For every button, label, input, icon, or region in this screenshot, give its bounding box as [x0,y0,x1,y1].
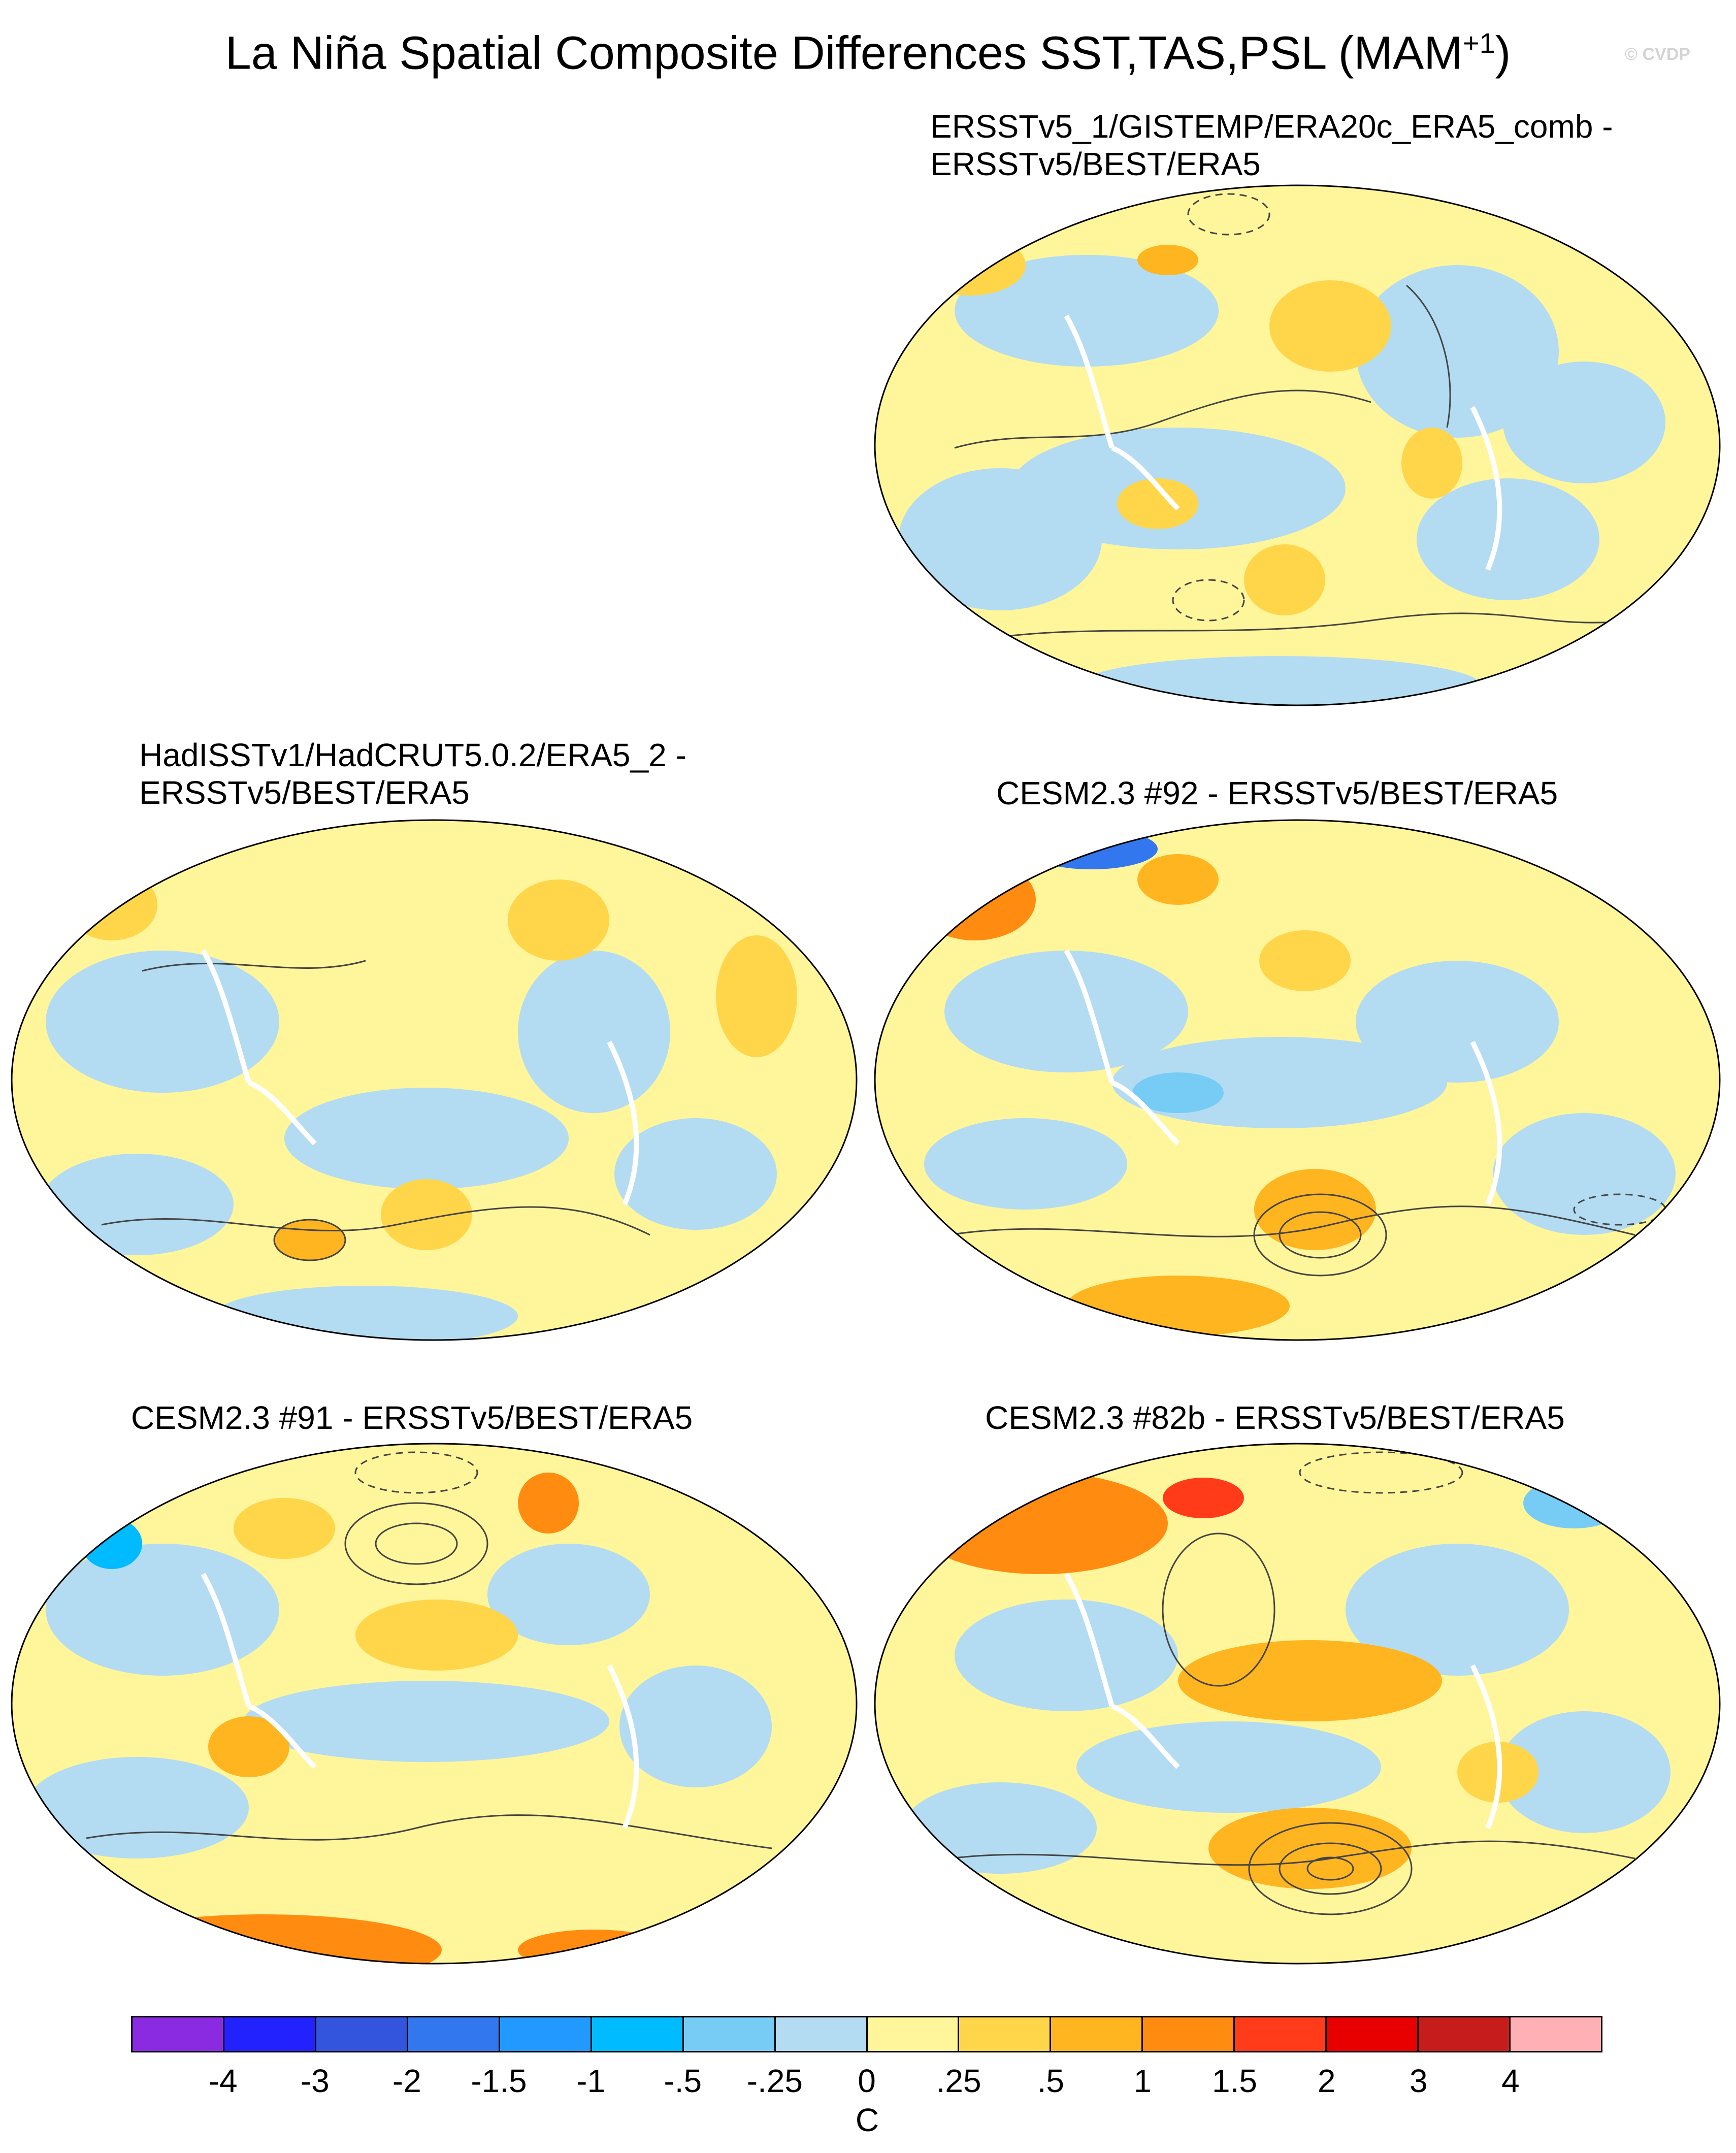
colorbar-tick-label: -1 [576,2063,606,2099]
colorbar-swatch [1141,2016,1234,2052]
figure-title: La Niña Spatial Composite Differences SS… [225,27,1511,79]
colorbar-swatch [1050,2016,1142,2052]
cvdp-watermark: © CVDP [1625,45,1690,64]
panel-5-title: CESM2.3 #82b - ERSSTv5/BEST/ERA5 [985,1399,1565,1436]
colorbar-tick-label: 2 [1317,2063,1336,2099]
colorbar-tick-label: 4 [1501,2063,1520,2099]
panel-3-title: CESM2.3 #92 - ERSSTv5/BEST/ERA5 [996,775,1558,811]
colorbar-swatch [1509,2016,1602,2052]
colorbar-tick-label: 0 [858,2063,876,2099]
panel-4-title: CESM2.3 #91 - ERSSTv5/BEST/ERA5 [131,1399,693,1436]
colorbar-swatch [222,2016,315,2052]
colorbar-swatch [682,2016,774,2052]
colorbar-tick-label: 1.5 [1212,2063,1257,2099]
colorbar-swatch [1325,2016,1418,2052]
colorbar-tick-label: 1 [1133,2063,1152,2099]
colorbar-swatch [958,2016,1050,2052]
colorbar-tick-label: .25 [936,2063,981,2099]
panel-3-map [873,819,1721,1342]
colorbar-tick-label: -4 [208,2063,238,2099]
colorbar-swatch [1233,2016,1326,2052]
panel-2-title: HadISSTv1/HadCRUT5.0.2/ERA5_2 - ERSSTv5/… [139,737,686,811]
colorbar-units: C [855,2102,879,2138]
panel-1-map [873,184,1721,707]
colorbar [131,2016,1602,2052]
colorbar-tick-label: -.25 [746,2063,803,2099]
colorbar-swatch [774,2016,866,2052]
colorbar-tick-label: -3 [300,2063,330,2099]
colorbar-swatch [1417,2016,1510,2052]
colorbar-swatch [131,2016,223,2052]
colorbar-tick-label: -.5 [664,2063,702,2099]
colorbar-tick-label: -1.5 [471,2063,527,2099]
colorbar-swatch [314,2016,407,2052]
colorbar-tick-label: 3 [1409,2063,1428,2099]
panel-5-map [873,1442,1721,1965]
colorbar-swatch [866,2016,958,2052]
panel-2-map [10,819,858,1342]
panel-4-map [10,1442,858,1965]
colorbar-tick-label: -2 [392,2063,421,2099]
colorbar-swatch [498,2016,591,2052]
colorbar-swatch [406,2016,499,2052]
panel-1-title: ERSSTv5_1/GISTEMP/ERA20c_ERA5_comb - ERS… [930,108,1613,182]
colorbar-swatch [590,2016,682,2052]
colorbar-tick-label: .5 [1037,2063,1064,2099]
